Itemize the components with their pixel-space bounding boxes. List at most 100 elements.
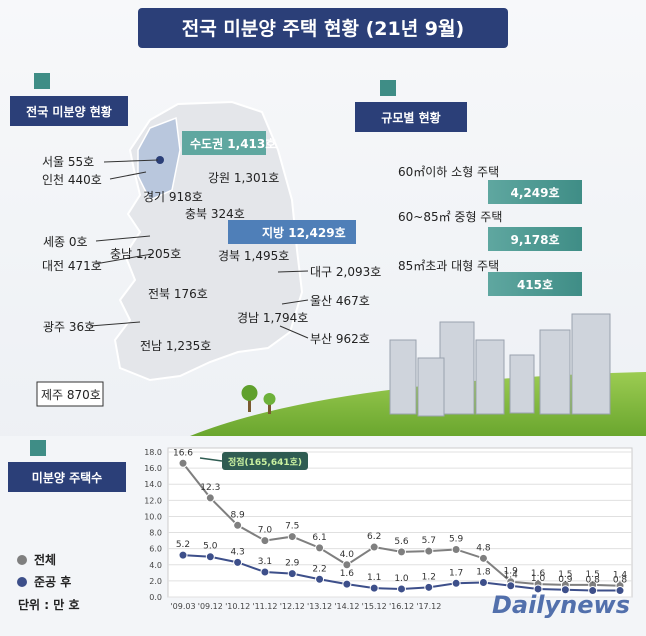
size-value: 9,178호 (511, 233, 560, 247)
x-tick-label: '15.12 (362, 602, 387, 611)
section-ribbon (355, 102, 467, 132)
x-tick-label: '12.12 (280, 602, 305, 611)
annotation-box (222, 452, 308, 470)
region-banner (228, 220, 356, 244)
data-point (342, 579, 352, 589)
data-label: 0.8 (586, 576, 601, 586)
x-tick-label: '13.12 (307, 602, 332, 611)
data-point (342, 560, 352, 570)
data-label: 1.0 (394, 574, 409, 584)
data-label: 0.8 (613, 576, 628, 586)
data-label: 2.9 (285, 559, 300, 569)
house-icon (30, 440, 46, 456)
data-point (588, 586, 598, 596)
legend-marker (17, 555, 27, 565)
house-icon (380, 80, 396, 96)
data-label: 7.0 (258, 526, 273, 536)
x-tick-label: '11.12 (252, 602, 277, 611)
data-point (533, 584, 543, 594)
watermark: Dailynews (492, 591, 630, 619)
data-label: 5.9 (449, 534, 464, 544)
x-tick-label: '09.12 (198, 602, 223, 611)
region-label: 광주 36호 (43, 320, 95, 334)
size-label: 60㎡이하 소형 주택 (398, 165, 499, 179)
x-tick-label: '10.12 (225, 602, 250, 611)
x-tick-label: '09.03 (170, 602, 195, 611)
size-box (488, 272, 582, 296)
data-label: 1.0 (531, 574, 546, 584)
data-point (369, 583, 379, 593)
data-label: 1.5 (586, 570, 600, 580)
data-label: 4.0 (340, 550, 355, 560)
data-point (178, 458, 188, 468)
page-title: 전국 미분양 주택 현황 (21년 9월) (182, 17, 464, 40)
region-label: 충북 324호 (185, 207, 245, 221)
region-label: 전북 176호 (148, 287, 208, 301)
title-banner (138, 8, 508, 48)
data-point (315, 543, 325, 553)
legend-label: 전체 (34, 552, 56, 567)
data-label: 1.7 (449, 568, 463, 578)
data-label: 12.3 (200, 483, 220, 493)
buildings (389, 313, 611, 417)
section-title: 전국 미분양 현황 (26, 104, 112, 119)
x-tick-label: '17.12 (416, 602, 441, 611)
annotation-pointer (199, 457, 223, 462)
region-label: 경북 1,495호 (218, 249, 289, 263)
size-box (488, 227, 582, 251)
region-label: 전남 1,235호 (140, 339, 211, 353)
size-label: 85㎡초과 대형 주택 (398, 259, 499, 273)
data-label: 2.2 (312, 564, 326, 574)
y-tick-label: 4.0 (149, 561, 162, 570)
data-point (451, 578, 461, 588)
region-label: 서울 55호 (42, 155, 94, 169)
data-point (287, 569, 297, 579)
annotation: 정점(165,641호) (228, 456, 302, 468)
data-label: 6.1 (312, 533, 326, 543)
data-point (478, 578, 488, 587)
x-tick-label: '16.12 (389, 602, 414, 611)
data-point (287, 532, 297, 542)
data-label: 1.1 (367, 573, 381, 583)
region-label: 세종 0호 (43, 235, 88, 249)
data-point (205, 493, 215, 503)
data-label: 7.5 (285, 522, 299, 532)
y-tick-label: 6.0 (149, 545, 162, 554)
data-label: 0.9 (558, 575, 573, 585)
region-label: 울산 467호 (310, 294, 370, 308)
region-banner (182, 131, 266, 155)
y-tick-label: 16.0 (144, 464, 162, 473)
y-tick-label: 0.0 (149, 593, 162, 602)
trees (241, 385, 276, 414)
region-label: 대전 471호 (42, 259, 102, 273)
legend-label: 준공 후 (34, 574, 71, 589)
region-total: 지방 12,429호 (262, 225, 346, 240)
size-label: 60~85㎡ 중형 주택 (398, 210, 502, 224)
y-tick-label: 14.0 (144, 480, 162, 489)
y-tick-label: 12.0 (144, 496, 162, 505)
data-point (260, 567, 270, 577)
chart-title: 미분양 주택수 (32, 470, 102, 485)
region-label: 대구 2,093호 (310, 265, 381, 279)
region-label: 경남 1,794호 (237, 311, 308, 325)
data-point (178, 550, 188, 560)
house-icon (34, 73, 50, 89)
data-point (506, 581, 516, 591)
size-box (488, 180, 582, 204)
data-label: 3.1 (258, 557, 272, 567)
data-label: 5.0 (203, 542, 218, 552)
region-label: 인천 440호 (42, 172, 102, 187)
jeju-box (36, 381, 104, 407)
data-label: 1.4 (504, 571, 519, 581)
data-point (424, 546, 434, 556)
seoul-dot (156, 156, 164, 164)
data-point (397, 547, 406, 557)
y-tick-label: 18.0 (144, 448, 162, 457)
plot-area (167, 447, 633, 598)
data-label: 1.8 (476, 568, 491, 578)
data-point (205, 552, 215, 562)
data-point (315, 574, 325, 584)
region-label: 강원 1,301호 (208, 171, 279, 185)
unit-label: 단위 : 만 호 (18, 597, 80, 612)
data-label: 1.9 (504, 567, 519, 577)
